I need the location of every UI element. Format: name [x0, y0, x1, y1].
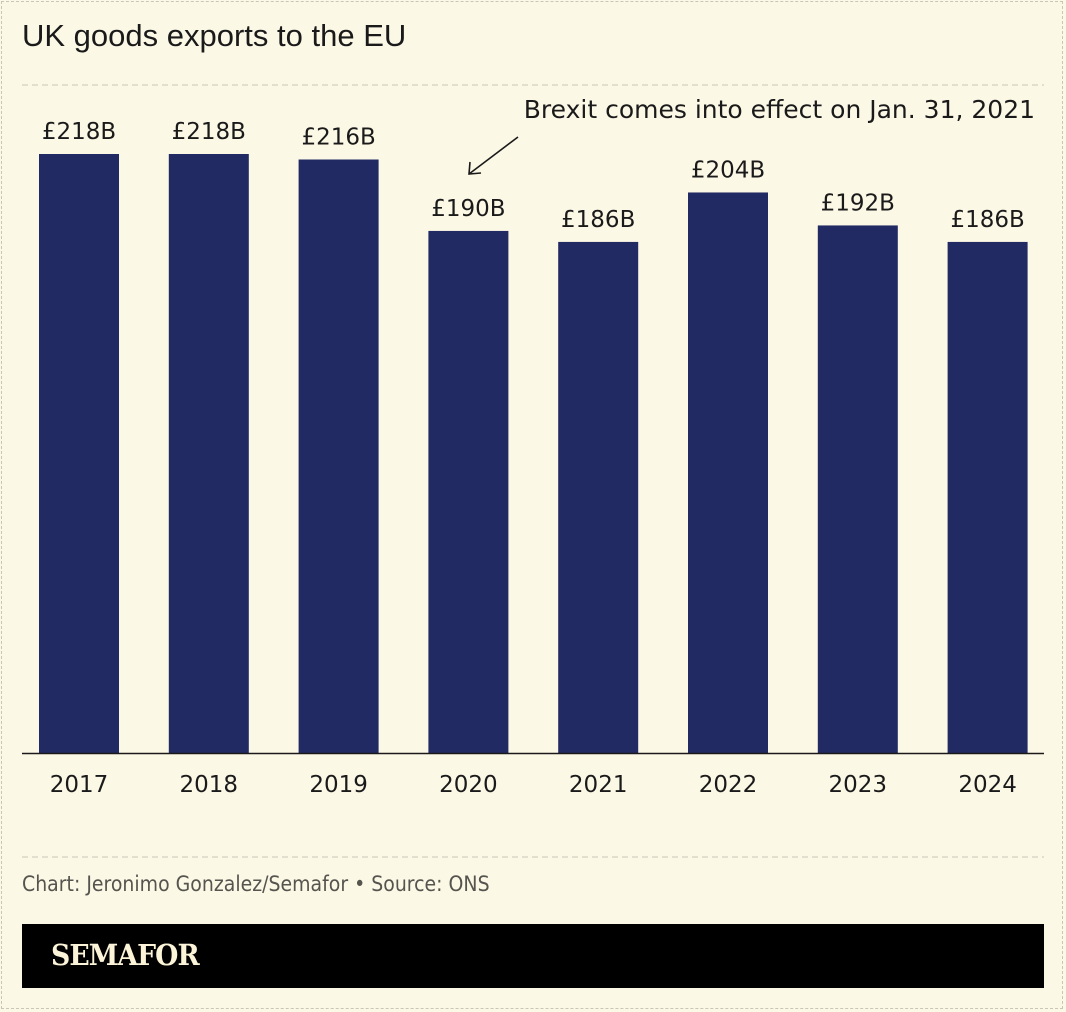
x-tick-label-2017: 2017 [50, 772, 109, 798]
data-label-2020: £190B [431, 196, 505, 222]
x-tick-label-2019: 2019 [309, 772, 368, 798]
data-label-2021: £186B [561, 207, 635, 233]
data-label-2024: £186B [950, 207, 1024, 233]
brand-band: SEMAFOR [22, 924, 1044, 988]
bar-2018 [168, 154, 249, 753]
bar-2023 [817, 225, 898, 753]
chart-title: UK goods exports to the EU [22, 18, 407, 53]
bar-2022 [688, 192, 768, 753]
annotation-text: Brexit comes into effect on Jan. 31, 202… [524, 95, 1035, 124]
data-label-2023: £192B [821, 190, 895, 216]
x-tick-label-2018: 2018 [180, 772, 239, 798]
data-label-2017: £218B [42, 119, 116, 145]
semafor-logo: SEMAFOR [51, 938, 200, 972]
data-label-2019: £216B [301, 124, 375, 150]
data-label-2018: £218B [172, 119, 246, 145]
x-tick-label-2023: 2023 [829, 772, 888, 798]
bar-2019 [298, 159, 379, 753]
annotation-arrow [468, 136, 519, 175]
x-tick-label-2024: 2024 [958, 772, 1017, 798]
chart-credit: Chart: Jeronimo Gonzalez/Semafor • Sourc… [22, 872, 490, 896]
bar-2017 [39, 154, 119, 753]
bar-2020 [428, 230, 509, 753]
x-tick-label-2020: 2020 [439, 772, 498, 798]
bar-2021 [558, 241, 639, 753]
x-tick-label-2022: 2022 [699, 772, 758, 798]
x-tick-label-2021: 2021 [569, 772, 628, 798]
bar-2024 [947, 241, 1028, 753]
data-label-2022: £204B [691, 157, 765, 183]
